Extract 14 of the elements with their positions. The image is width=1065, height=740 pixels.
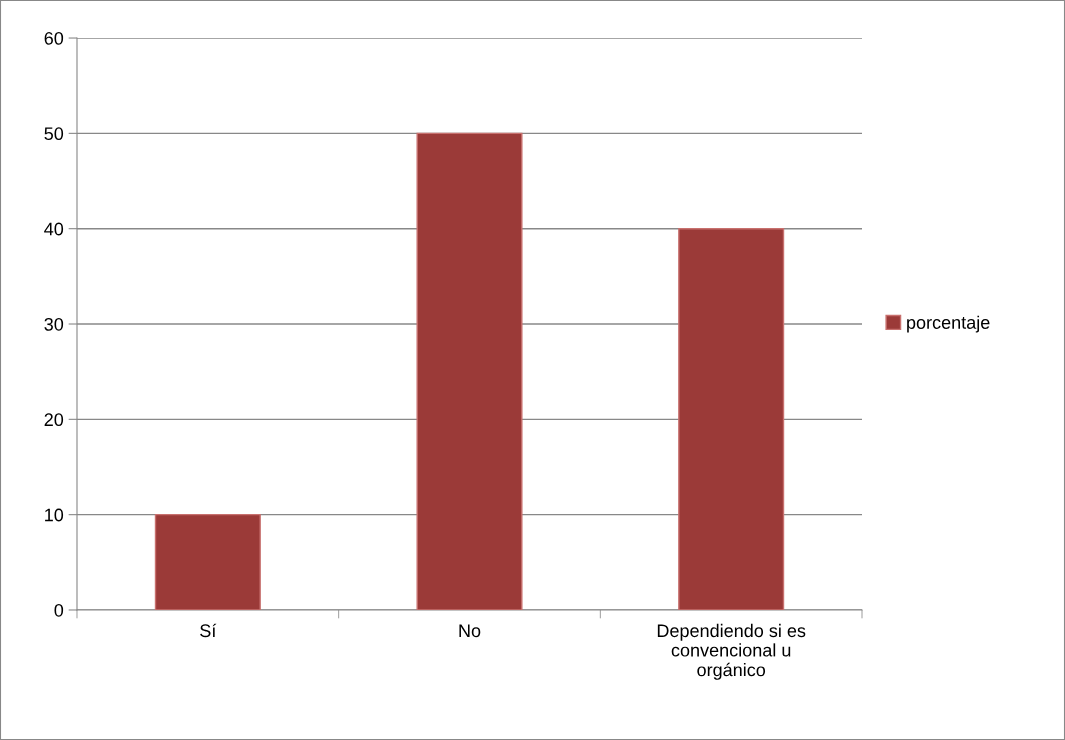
y-tick-label: 10 [45,508,64,522]
y-tick-label: 50 [44,127,64,141]
x-tick-label: Sí [200,623,217,638]
y-tick-label: 60 [44,31,64,45]
y-tick-label: 40 [44,222,64,236]
legend-label: porcentaje [907,315,990,333]
x-tick-label: Dependiendo si es convencional u orgánico [657,623,806,680]
y-tick-label: 0 [54,603,64,617]
y-tick-label: 30 [44,317,64,331]
y-tick-label: 20 [44,413,64,427]
bar [154,513,261,610]
bar [678,227,785,610]
bar [416,132,523,610]
x-tick-label: No [459,624,481,638]
